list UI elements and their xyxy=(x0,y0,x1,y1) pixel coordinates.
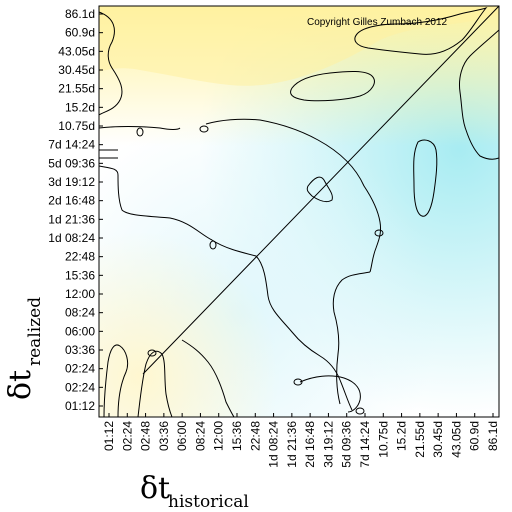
contour-small-loop-5 xyxy=(147,349,157,357)
y-tick-label: 10.75d xyxy=(58,119,95,133)
plot-area: Copyright Gilles Zumbach 2012 xyxy=(99,6,499,417)
contour-top-left xyxy=(99,11,123,116)
heatmap-yellow-top-band xyxy=(99,6,499,86)
y-tick-label: 30.45d xyxy=(58,63,95,77)
contour-mid-left xyxy=(99,126,181,130)
y-tick-label: 02:24 xyxy=(65,362,95,376)
y-tick-label: 43.05d xyxy=(58,44,95,58)
x-tick-label: 21.55d xyxy=(413,421,427,458)
contour-small-loop-4 xyxy=(374,229,384,237)
y-tick-label: 2d 16:48 xyxy=(48,194,95,208)
plot-frame xyxy=(98,5,500,418)
x-tick-label: 30.45d xyxy=(431,421,445,458)
y-tick-label: 15:36 xyxy=(65,268,95,282)
contour-central xyxy=(205,118,381,273)
x-tick-label: 60.9d xyxy=(468,421,482,451)
contour-lower-left-3 xyxy=(181,339,235,417)
y-tick-label: 03:36 xyxy=(65,343,95,357)
y-tick-label: 7d 14:24 xyxy=(48,138,95,152)
y-tick-label: 3d 19:12 xyxy=(48,175,95,189)
x-tick-label: 15:36 xyxy=(230,421,244,451)
y-tick-label: 06:00 xyxy=(65,324,95,338)
x-tick-label: 5d 09:36 xyxy=(340,421,354,468)
contour-lines xyxy=(99,6,499,417)
copyright-annotation: Copyright Gilles Zumbach 2012 xyxy=(307,17,448,28)
contour-right-edge xyxy=(459,29,499,160)
contour-small-loop-2 xyxy=(199,125,209,133)
contour-top-right-band xyxy=(354,6,488,55)
x-tick-label: 08:24 xyxy=(193,421,207,451)
x-tick-label: 1d 08:24 xyxy=(267,421,281,468)
contour-small-loop-7 xyxy=(355,407,365,415)
contour-diagonal-notch xyxy=(306,176,333,203)
x-axis-label-subscript: historical xyxy=(168,492,249,512)
y-tick-label: 86.1d xyxy=(65,7,95,21)
x-tick-label: 43.05d xyxy=(449,421,463,458)
y-axis-label-symbol: δt xyxy=(3,370,38,400)
y-tick-label: 01:12 xyxy=(65,399,95,413)
contour-lower-left-1 xyxy=(103,344,129,417)
contour-lower-right xyxy=(332,271,371,405)
contour-mid-band xyxy=(99,149,118,159)
y-tick-label: 21.55d xyxy=(58,82,95,96)
contour-small-loop-6 xyxy=(293,378,303,386)
y-tick-label: 12:00 xyxy=(65,287,95,301)
contour-small-loop-1 xyxy=(136,127,144,137)
y-axis-label: δt realized xyxy=(3,297,45,400)
x-tick-label: 3d 19:12 xyxy=(321,421,335,468)
contour-cyan-island xyxy=(413,139,438,217)
x-tick-label: 86.1d xyxy=(486,421,500,451)
y-tick-label: 1d 08:24 xyxy=(48,231,95,245)
x-tick-label: 12:00 xyxy=(212,421,226,451)
x-tick-label: 7d 14:24 xyxy=(358,421,372,468)
x-tick-label: 06:00 xyxy=(175,421,189,451)
contour-yellow-island xyxy=(290,70,375,102)
y-tick-label: 22:48 xyxy=(65,250,95,264)
y-tick-label: 60.9d xyxy=(65,26,95,40)
x-tick-label: 10.75d xyxy=(376,421,390,458)
contour-center-diagonal xyxy=(211,239,353,411)
contour-lower-center xyxy=(299,375,361,413)
y-tick-label: 5d 09:36 xyxy=(48,156,95,170)
y-axis-label-subscript: realized xyxy=(25,297,45,366)
diagonal-line xyxy=(142,6,499,375)
contour-small-loop-3 xyxy=(209,240,217,250)
x-tick-label: 22:48 xyxy=(248,421,262,451)
x-axis-label: δt historical xyxy=(140,471,249,512)
contour-mid-left-2 xyxy=(99,165,213,241)
x-tick-label: 01:12 xyxy=(102,421,116,451)
x-tick-label: 03:36 xyxy=(157,421,171,451)
x-tick-label: 15.2d xyxy=(395,421,409,451)
x-axis-ticks: 01:12 02:24 02:48 03:36 06:00 08:24 12:00 15:36… xyxy=(102,413,500,468)
x-axis-label-symbol: δt xyxy=(140,471,170,506)
x-tick-label: 1d 21:36 xyxy=(285,421,299,468)
x-tick-label: 02:24 xyxy=(120,421,134,451)
y-tick-label: 15.2d xyxy=(65,100,95,114)
y-tick-label: 02:24 xyxy=(65,380,95,394)
y-tick-label: 08:24 xyxy=(65,306,95,320)
x-tick-label: 2d 16:48 xyxy=(303,421,317,468)
y-axis-ticks: 01:12 02:24 02:24 03:36 06:00 08:24 12:00 15:36… xyxy=(48,7,103,413)
x-tick-label: 02:48 xyxy=(139,421,153,451)
y-tick-label: 1d 21:36 xyxy=(48,212,95,226)
